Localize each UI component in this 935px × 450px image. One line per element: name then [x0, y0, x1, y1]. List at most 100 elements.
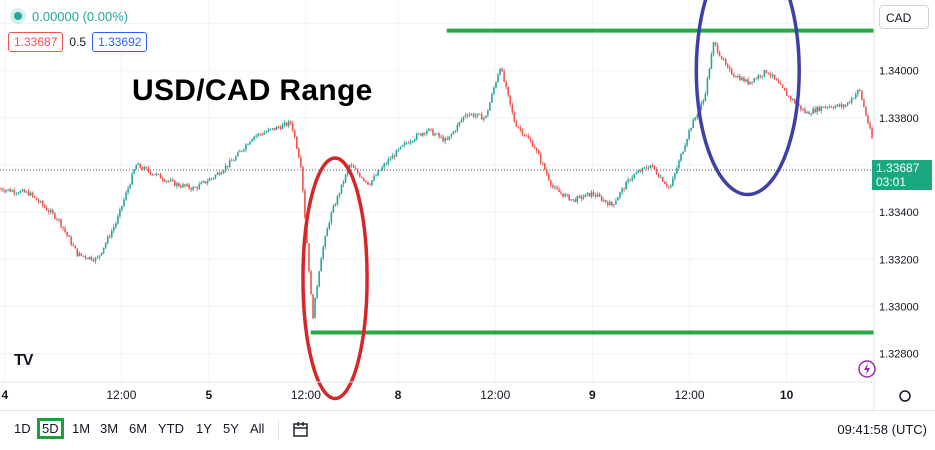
candle-body [643, 167, 646, 169]
candle-body [149, 171, 152, 175]
candle-body [411, 141, 414, 142]
candle-body [11, 190, 13, 192]
candle-body [161, 178, 164, 180]
candle-body [216, 172, 219, 175]
bid-price[interactable]: 1.33687 [8, 32, 64, 52]
candle-body [572, 199, 575, 201]
candle-body [273, 128, 276, 130]
candle-body [509, 95, 512, 105]
candle-body [724, 59, 727, 65]
candle-body [794, 99, 796, 104]
candle-body [111, 230, 113, 237]
candle-body [472, 113, 475, 117]
candle-body [850, 98, 853, 103]
candle-body [304, 190, 306, 218]
range-all-button[interactable]: All [250, 421, 265, 436]
candle-body [537, 150, 540, 155]
candle-body [371, 180, 373, 185]
candle-body [844, 105, 847, 107]
candle-body [682, 151, 684, 155]
x-tick-label: 12:00 [674, 388, 704, 402]
candle-body [340, 184, 343, 194]
candle-body [247, 144, 249, 146]
range-ytd-button[interactable]: YTD [158, 421, 184, 436]
candle-body [214, 174, 217, 178]
candle-body [174, 180, 176, 187]
candle-body [653, 165, 656, 170]
candle-body [7, 189, 9, 191]
candle-body [704, 93, 707, 101]
candle-body [777, 80, 780, 84]
ask-price[interactable]: 1.33692 [92, 32, 148, 52]
candle-body [180, 186, 182, 188]
candle-body [72, 244, 74, 246]
candle-body [615, 200, 617, 205]
candle-body [141, 167, 144, 170]
candle-body [66, 231, 68, 236]
candle-body [625, 181, 627, 190]
price-chart[interactable]: 1.342001.340001.338001.336001.334001.332… [0, 0, 935, 410]
candle-body [237, 152, 239, 157]
candle-body [501, 68, 503, 72]
utc-clock[interactable]: 09:41:58 (UTC) [837, 422, 927, 437]
status-dot-icon [14, 12, 22, 20]
candle-body [863, 99, 865, 107]
candle-body [456, 124, 459, 131]
candle-body [663, 181, 666, 184]
chart-title: USD/CAD Range [132, 74, 373, 107]
candle-body [47, 210, 50, 213]
candle-body [489, 102, 491, 111]
date-range-calendar-icon[interactable] [292, 421, 310, 439]
candle-body [769, 74, 772, 76]
candle-body [578, 195, 581, 197]
candle-body [117, 216, 119, 224]
candle-body [440, 136, 442, 138]
candle-body [391, 155, 394, 160]
red-circle-annotation [301, 156, 369, 401]
candle-body [318, 271, 320, 287]
candle-body [3, 190, 5, 192]
candle-body [330, 212, 333, 223]
settings-gear-icon[interactable] [899, 390, 911, 402]
range-3m-button[interactable]: 3M [100, 421, 119, 436]
currency-select[interactable]: CAD [879, 5, 929, 29]
candle-body [220, 172, 223, 175]
candle-body [832, 107, 835, 109]
candle-body [204, 181, 207, 184]
candle-body [686, 139, 688, 146]
range-5y-button[interactable]: 5Y [223, 421, 239, 436]
candle-body [196, 187, 198, 189]
candle-body [657, 173, 660, 178]
candle-body [688, 129, 690, 140]
candle-body [521, 129, 524, 135]
candle-body [763, 70, 766, 76]
candle-body [684, 145, 686, 152]
candle-body [163, 179, 166, 182]
range-5d-button[interactable]: 5D [37, 418, 64, 439]
range-1m-button[interactable]: 1M [72, 421, 91, 436]
candle-body [182, 184, 184, 188]
candle-body [574, 199, 577, 202]
candle-body [830, 106, 833, 108]
candle-body [415, 134, 418, 140]
candle-body [308, 243, 310, 272]
candle-body [302, 166, 304, 191]
range-1d-button[interactable]: 1D [14, 421, 31, 436]
candle-body [753, 78, 755, 83]
candle-body [452, 131, 455, 135]
candle-body [854, 94, 857, 98]
candle-body [422, 132, 424, 136]
tradingview-logo[interactable]: TV [14, 352, 33, 369]
candle-body [466, 115, 469, 116]
quote-panel: 1.33687 0.5 1.33692 [8, 32, 148, 52]
candle-body [602, 199, 605, 201]
candle-body [694, 117, 697, 120]
y-tick-label: 1.33400 [879, 207, 919, 219]
candle-body [820, 106, 823, 111]
toolbar-divider [278, 420, 279, 440]
candle-body [98, 255, 101, 258]
range-1y-button[interactable]: 1Y [196, 421, 212, 436]
candle-body [828, 106, 831, 108]
range-6m-button[interactable]: 6M [129, 421, 148, 436]
candle-body [139, 163, 142, 168]
